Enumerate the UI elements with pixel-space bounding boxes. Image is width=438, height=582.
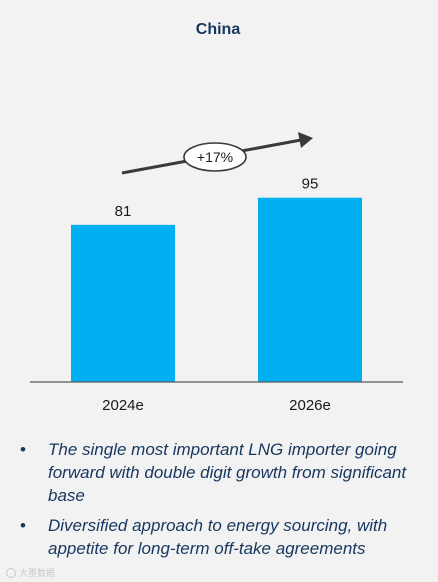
growth-label: +17% xyxy=(197,149,233,165)
growth-arrowhead xyxy=(298,132,313,148)
bar-2026e xyxy=(258,197,362,382)
bullet-list: • The single most important LNG importer… xyxy=(18,438,428,567)
bullet-marker: • xyxy=(20,440,26,459)
watermark-logo-icon xyxy=(6,567,16,578)
bullet-text: The single most important LNG importer g… xyxy=(48,440,407,505)
data-label: 81 xyxy=(115,203,132,220)
x-tick-label: 2024e xyxy=(102,397,144,414)
watermark: 大墨数据 xyxy=(6,566,55,579)
data-label: 95 xyxy=(302,176,319,193)
bullet-item: • Diversified approach to energy sourcin… xyxy=(18,514,428,560)
bar-2024e xyxy=(71,224,175,382)
growth-annotation: +17% xyxy=(121,132,313,175)
growth-badge xyxy=(183,142,247,172)
bullet-item: • The single most important LNG importer… xyxy=(18,438,428,507)
bullet-marker: • xyxy=(20,516,26,535)
chart-title: China xyxy=(196,21,241,38)
x-tick-label: 2026e xyxy=(289,397,331,414)
bullet-text: Diversified approach to energy sourcing,… xyxy=(48,516,388,558)
watermark-text: 大墨数据 xyxy=(19,568,56,578)
bar-chart: China 81 2024e 95 2026e +17% xyxy=(30,21,403,414)
